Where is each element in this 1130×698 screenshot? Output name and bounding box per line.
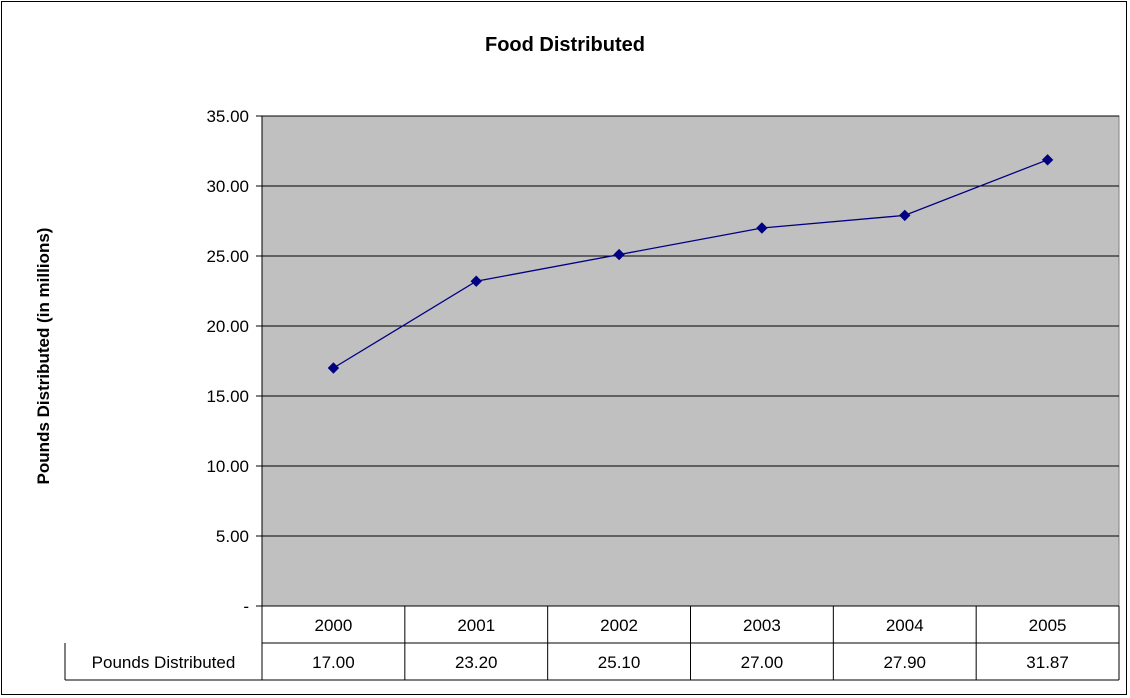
series-line: [333, 159, 1048, 369]
y-tick-label: -: [243, 597, 249, 616]
table-value-cell: 27.90: [883, 653, 926, 672]
table-value-cell: 17.00: [312, 653, 355, 672]
data-point: [470, 275, 482, 287]
data-point: [899, 209, 911, 222]
y-tick-label: 20.00: [206, 317, 249, 336]
table-value-cell: 23.20: [455, 653, 498, 672]
table-value-cell: 31.87: [1026, 653, 1069, 672]
plot-background: [261, 115, 1120, 607]
x-category-label: 2004: [886, 616, 924, 635]
y-axis-title: Pounds Distributed (in millions): [34, 228, 53, 485]
data-point: [327, 362, 340, 374]
y-tick-label: 15.00: [206, 387, 249, 406]
y-tick-label: 30.00: [206, 177, 249, 196]
y-tick-label: 25.00: [206, 247, 249, 266]
plot-area: - 5.00 10.00 15.00 20.00 25.00 30.00 35.00: [206, 107, 1120, 616]
chart-title: Food Distributed: [485, 34, 645, 56]
data-point: [756, 222, 768, 234]
table-value-cell: 27.00: [741, 653, 784, 672]
x-category-label: 2005: [1029, 616, 1067, 635]
data-point: [613, 248, 625, 261]
data-point: [1041, 154, 1054, 166]
table-value-cell: 25.10: [598, 653, 641, 672]
y-tick-label: 35.00: [206, 107, 249, 126]
x-category-label: 2002: [600, 616, 638, 635]
x-category-label: 2003: [743, 616, 781, 635]
data-table: 2000 2001 2002 2003 2004 2005 Pounds Distribut…: [64, 605, 1120, 681]
y-tick-label: 5.00: [216, 527, 249, 546]
x-category-label: 2000: [315, 616, 353, 635]
table-series-name: Pounds Distributed: [92, 653, 236, 672]
y-tick-label: 10.00: [206, 457, 249, 476]
x-category-label: 2001: [457, 616, 495, 635]
